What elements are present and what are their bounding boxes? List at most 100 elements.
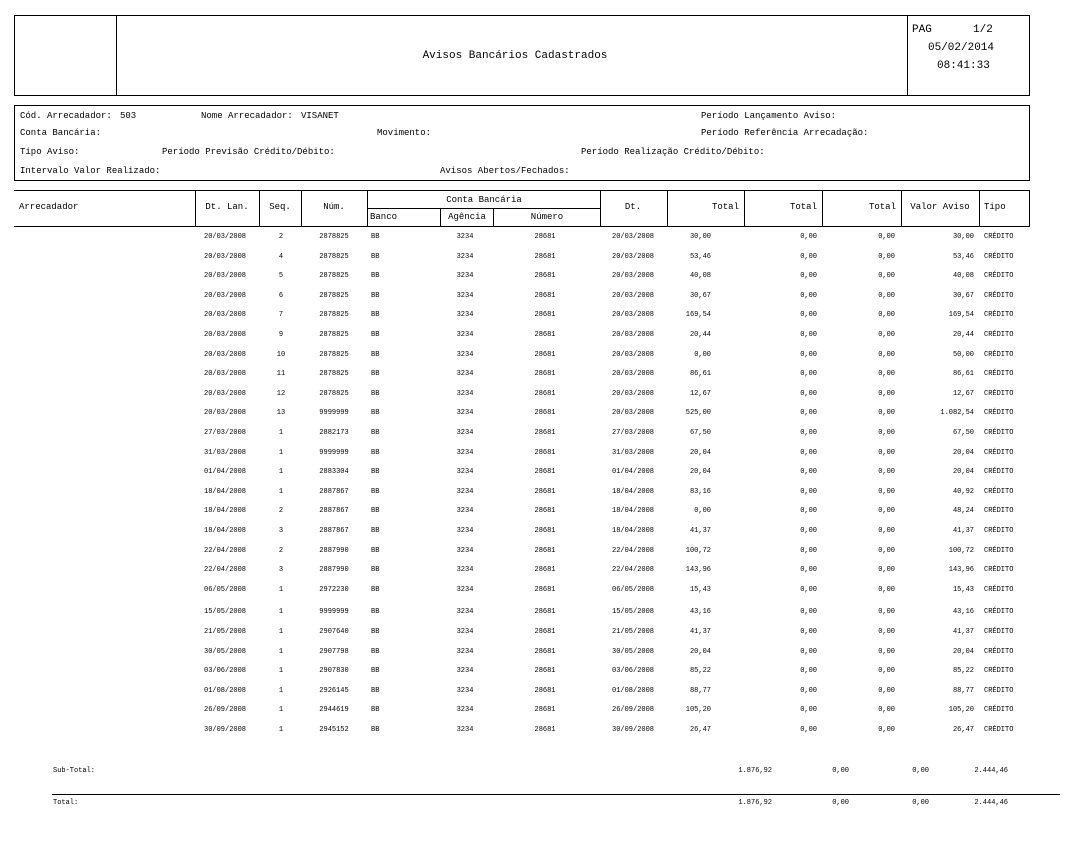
- cell: 3: [278, 566, 284, 575]
- cell: 0,00: [878, 233, 895, 241]
- cell: 20/03/2008: [203, 272, 247, 281]
- cell: 100,72: [685, 546, 711, 555]
- cell: CRÉDITO: [984, 628, 1014, 636]
- cell: BB: [371, 487, 380, 496]
- cell: CRÉDITO: [984, 527, 1014, 535]
- rule-line: [493, 208, 494, 227]
- cell: 53,46: [952, 252, 974, 261]
- cell: 2972230: [319, 585, 349, 594]
- cell: CRÉDITO: [984, 608, 1014, 617]
- cell: 0,00: [878, 706, 895, 715]
- filter-value: VISANET: [301, 111, 339, 121]
- cell: 11: [276, 370, 286, 379]
- cell: 01/08/2008: [611, 686, 655, 695]
- cell: 2883304: [319, 468, 349, 477]
- cell: 20/03/2008: [203, 291, 247, 300]
- cell: 20/03/2008: [203, 370, 247, 379]
- cell: 2: [278, 546, 284, 555]
- filter-label: Conta Bancária:: [20, 128, 102, 138]
- total-label: Total:: [53, 799, 79, 807]
- cell: 1: [278, 608, 284, 617]
- cell: 30,00: [952, 233, 974, 241]
- cell: 67,50: [952, 429, 974, 437]
- cell: CRÉDITO: [984, 252, 1014, 261]
- cell: 28681: [534, 487, 556, 496]
- cell: 20/03/2008: [203, 331, 247, 339]
- filter-label: Intervalo Valor Realizado:: [20, 166, 161, 176]
- cell: 31/03/2008: [611, 448, 655, 457]
- cell: 41,37: [952, 628, 974, 636]
- cell: 0,00: [694, 350, 711, 359]
- cell: BB: [371, 429, 380, 437]
- cell: 28681: [534, 409, 556, 418]
- cell: 28681: [534, 726, 556, 734]
- cell: 100,72: [948, 546, 974, 555]
- cell: 20/03/2008: [611, 409, 655, 418]
- cell: CRÉDITO: [984, 350, 1014, 359]
- report-title: Avisos Bancários Cadastrados: [422, 50, 608, 62]
- cell: 21/05/2008: [611, 628, 655, 636]
- cell: BB: [371, 468, 380, 477]
- cell: 48,24: [952, 507, 974, 516]
- cell: 2878825: [319, 291, 349, 300]
- cell: 18/04/2008: [611, 527, 655, 535]
- filter-label: Cód. Arrecadador:: [20, 111, 112, 121]
- cell: 85,22: [952, 667, 974, 676]
- cell: 3234: [456, 370, 474, 379]
- cell: 28681: [534, 291, 556, 300]
- cell: 06/05/2008: [203, 585, 247, 594]
- cell: 20/03/2008: [203, 350, 247, 359]
- cell: 28681: [534, 667, 556, 676]
- cell: 143,96: [685, 566, 711, 575]
- cell: 12: [276, 389, 286, 398]
- report-time: 08:41:33: [937, 60, 990, 72]
- filter-label: Tipo Aviso:: [20, 147, 80, 157]
- cell: BB: [371, 647, 380, 656]
- cell: 3234: [456, 487, 474, 496]
- cell: 0,00: [878, 608, 895, 617]
- cell: 2882173: [319, 429, 349, 437]
- cell: 20/03/2008: [611, 233, 655, 241]
- cell: 88,77: [689, 686, 711, 695]
- rule-line: [667, 190, 668, 227]
- cell: 1: [278, 706, 284, 715]
- cell: 6: [278, 291, 284, 300]
- cell: 1: [278, 487, 284, 496]
- cell: 9999999: [319, 409, 349, 418]
- cell: 0,00: [694, 507, 711, 516]
- filter-label: Avisos Abertos/Fechados:: [440, 166, 570, 176]
- cell: 20/03/2008: [611, 350, 655, 359]
- cell: 20/03/2008: [203, 233, 247, 241]
- cell: 15/05/2008: [611, 608, 655, 617]
- cell: 3234: [456, 429, 474, 437]
- cell: 30/05/2008: [203, 647, 247, 656]
- cell: CRÉDITO: [984, 468, 1014, 477]
- cell: 20/03/2008: [203, 311, 247, 320]
- cell: 3: [278, 527, 284, 535]
- cell: 3234: [456, 252, 474, 261]
- cell: 169,54: [948, 311, 974, 320]
- cell: 105,20: [948, 706, 974, 715]
- cell: CRÉDITO: [984, 272, 1014, 281]
- cell: 0,00: [878, 370, 895, 379]
- cell: 9999999: [319, 608, 349, 617]
- cell: 0,00: [878, 686, 895, 695]
- cell: 20,44: [952, 331, 974, 339]
- cell: 13: [276, 409, 286, 418]
- cell: 1: [278, 726, 284, 734]
- cell: 03/06/2008: [611, 667, 655, 676]
- cell: 0,00: [800, 487, 817, 496]
- cell: BB: [371, 507, 380, 516]
- cell: 3234: [456, 647, 474, 656]
- cell: 2907830: [319, 667, 349, 676]
- cell: CRÉDITO: [984, 566, 1014, 575]
- cell: 40,08: [952, 272, 974, 281]
- rule-line: [195, 190, 196, 227]
- column-header: Agência: [448, 212, 486, 222]
- cell: 20/03/2008: [611, 331, 655, 339]
- filter-label: Nome Arrecadador:: [201, 111, 293, 121]
- cell: 0,00: [800, 667, 817, 676]
- cell: 3234: [456, 233, 474, 241]
- cell: 2878825: [319, 272, 349, 281]
- cell: CRÉDITO: [984, 686, 1014, 695]
